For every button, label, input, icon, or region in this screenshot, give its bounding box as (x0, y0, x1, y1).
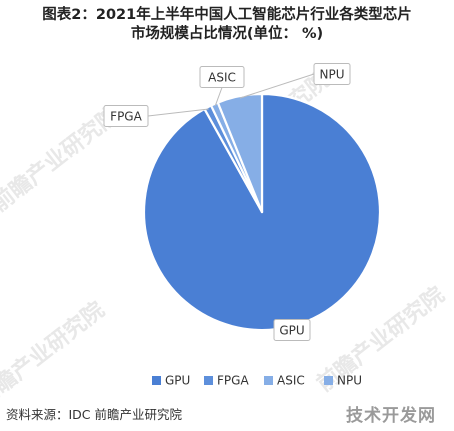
legend-label-gpu: GPU (165, 374, 190, 388)
source-note: 资料来源：IDC 前瞻产业研究院 (6, 407, 183, 422)
data-label-box-gpu (273, 319, 311, 341)
data-label-box-asic (199, 66, 245, 88)
legend-swatch-gpu (152, 376, 161, 385)
chart-title-line-2: 市场规模占比情况(单位： %) (130, 26, 324, 42)
legend-swatch-asic (264, 376, 273, 385)
data-label-box-npu (313, 63, 351, 85)
legend: GPU FPGA ASIC NPU (152, 374, 362, 388)
data-label-asic: ASIC (208, 71, 236, 85)
legend-swatch-fpga (204, 376, 213, 385)
pie-slice-npu (216, 92, 264, 214)
chart-title: 图表2：2021年上半年中国人工智能芯片行业各类型芯片 市场规模占比情况(单位：… (0, 6, 454, 44)
data-label-fpga: FPGA (110, 110, 142, 124)
pie-slices (142, 92, 382, 332)
corner-watermark: 技术开发网 (346, 406, 436, 426)
data-label-gpu: GPU (279, 324, 304, 338)
legend-swatch-npu (324, 376, 333, 385)
leader-line-asic (214, 87, 223, 107)
slice-labels: GPU FPGA ASIC NPU (103, 63, 351, 341)
watermark-text-3: 前瞻产业研究院 (0, 297, 109, 412)
legend-label-asic: ASIC (277, 374, 305, 388)
chart-title-line-1: 图表2：2021年上半年中国人工智能芯片行业各类型芯片 (42, 7, 412, 23)
leader-line-fpga (147, 108, 209, 117)
data-label-box-fpga (103, 105, 149, 127)
data-label-npu: NPU (320, 68, 345, 82)
legend-label-npu: NPU (337, 374, 362, 388)
legend-label-fpga: FPGA (217, 374, 249, 388)
leader-line-npu (239, 73, 315, 99)
